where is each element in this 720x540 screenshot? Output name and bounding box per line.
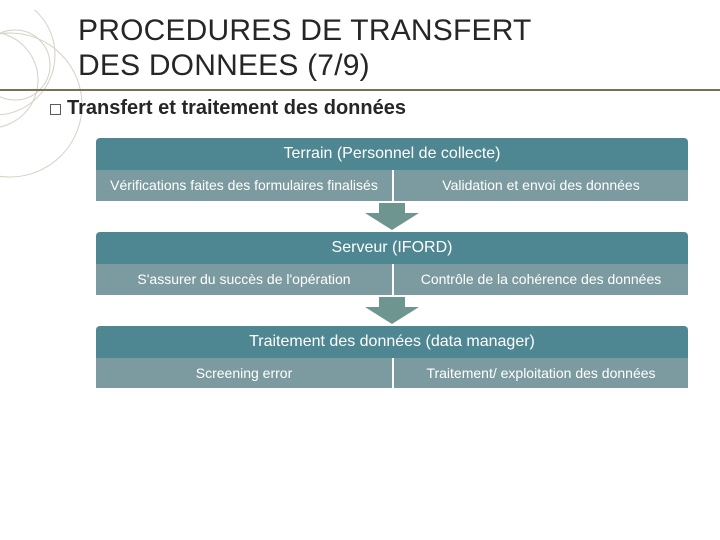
block-cell: Traitement/ exploitation des données bbox=[392, 358, 688, 389]
block-row: Vérifications faites des formulaires fin… bbox=[96, 170, 688, 201]
block-cell: Vérifications faites des formulaires fin… bbox=[96, 170, 392, 201]
block-header: Traitement des données (data manager) bbox=[96, 326, 688, 358]
title-underline bbox=[0, 89, 720, 91]
slide-title: PROCEDURES DE TRANSFERT DES DONNEES (7/9… bbox=[78, 14, 690, 83]
block-cell: Validation et envoi des données bbox=[392, 170, 688, 201]
arrow-down bbox=[96, 203, 688, 230]
process-diagram: Terrain (Personnel de collecte) Vérifica… bbox=[78, 138, 690, 388]
block-terrain: Terrain (Personnel de collecte) Vérifica… bbox=[96, 138, 688, 201]
subtitle-row: Transfert et traitement des données bbox=[50, 97, 690, 120]
block-serveur: Serveur (IFORD) S'assurer du succès de l… bbox=[96, 232, 688, 295]
block-row: S'assurer du succès de l'opération Contr… bbox=[96, 264, 688, 295]
title-line-2: DES DONNEES (7/9) bbox=[78, 49, 370, 82]
block-cell: Screening error bbox=[96, 358, 392, 389]
block-header: Serveur (IFORD) bbox=[96, 232, 688, 264]
title-line-1: PROCEDURES DE TRANSFERT bbox=[78, 14, 532, 47]
arrow-down-icon bbox=[365, 297, 419, 324]
arrow-down bbox=[96, 297, 688, 324]
block-header: Terrain (Personnel de collecte) bbox=[96, 138, 688, 170]
square-bullet-icon bbox=[50, 104, 61, 115]
block-cell: Contrôle de la cohérence des données bbox=[392, 264, 688, 295]
subtitle-text: Transfert et traitement des données bbox=[67, 97, 406, 120]
block-cell: S'assurer du succès de l'opération bbox=[96, 264, 392, 295]
block-traitement: Traitement des données (data manager) Sc… bbox=[96, 326, 688, 389]
arrow-down-icon bbox=[365, 203, 419, 230]
block-row: Screening error Traitement/ exploitation… bbox=[96, 358, 688, 389]
